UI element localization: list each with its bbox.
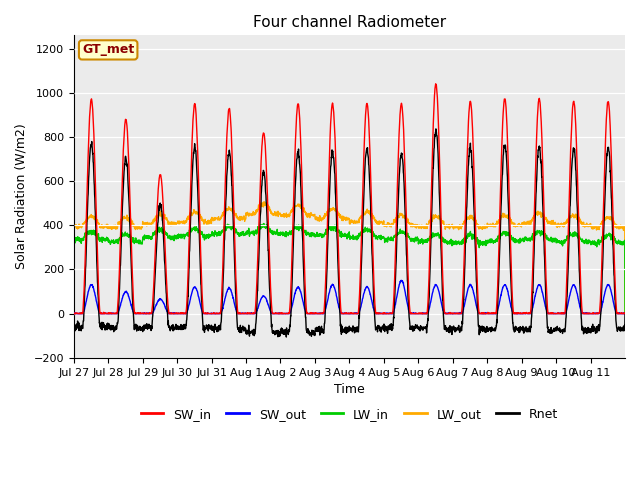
- Y-axis label: Solar Radiation (W/m2): Solar Radiation (W/m2): [15, 124, 28, 269]
- Legend: SW_in, SW_out, LW_in, LW_out, Rnet: SW_in, SW_out, LW_in, LW_out, Rnet: [136, 403, 563, 426]
- Text: GT_met: GT_met: [82, 43, 134, 56]
- X-axis label: Time: Time: [334, 383, 365, 396]
- Title: Four channel Radiometer: Four channel Radiometer: [253, 15, 446, 30]
